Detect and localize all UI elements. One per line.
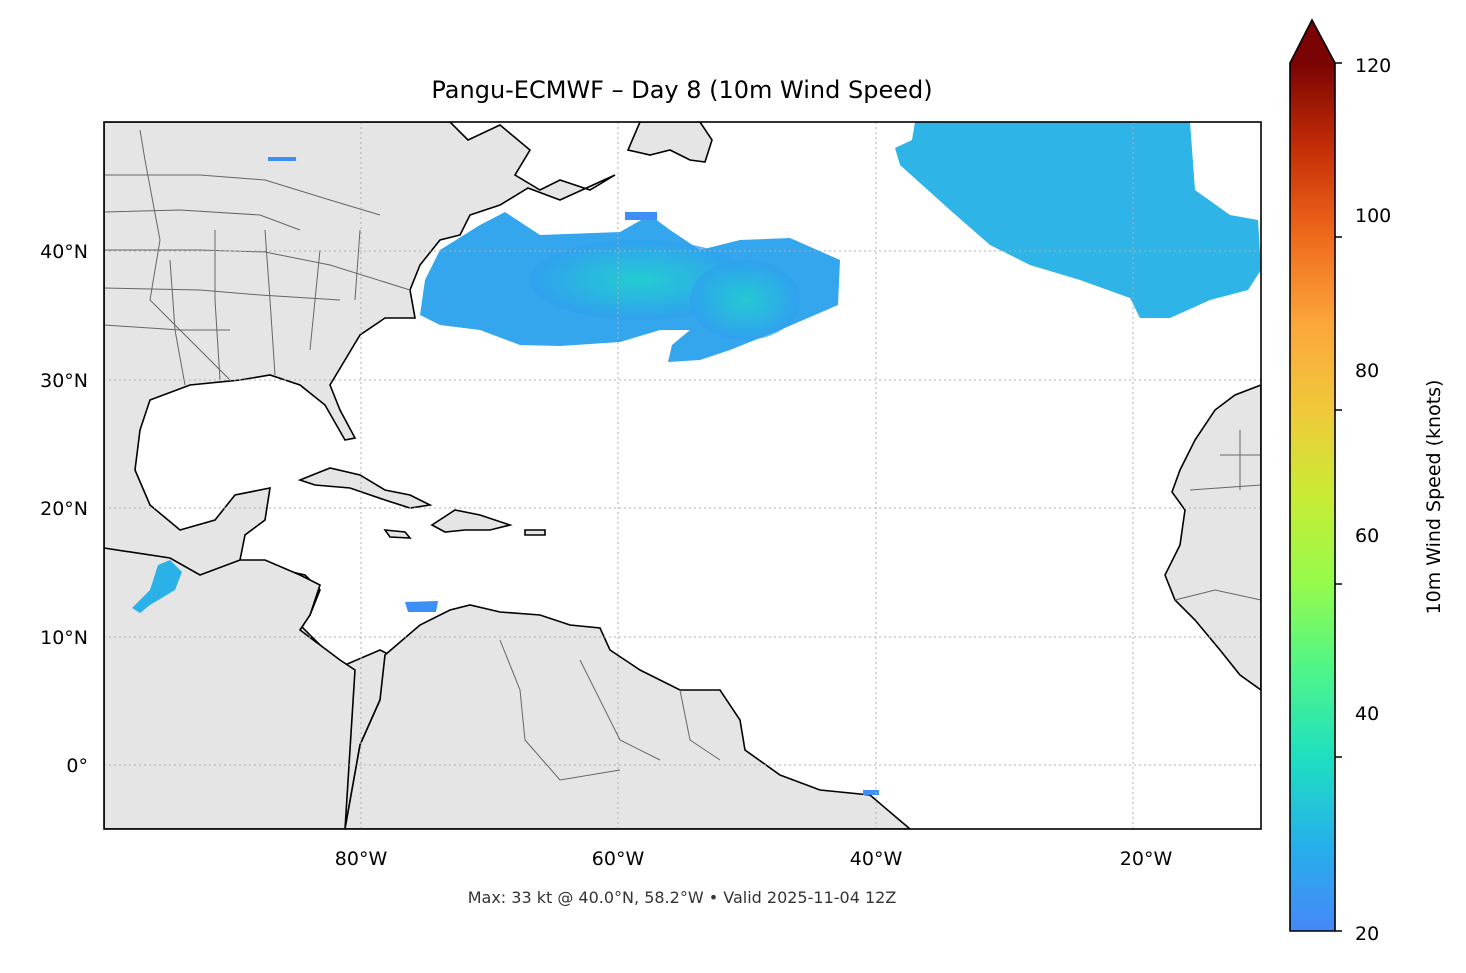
lon-label-40w: 40°W bbox=[850, 848, 903, 870]
colorbar-tick-80: 80 bbox=[1355, 360, 1379, 382]
colorbar-label: 10m Wind Speed (knots) bbox=[1423, 380, 1445, 615]
cuba-island bbox=[297, 467, 433, 509]
lon-label-80w: 80°W bbox=[335, 848, 388, 870]
colorbar: 20 40 60 80 100 120 10m Wind Speed (knot… bbox=[1289, 18, 1445, 945]
gulf-maine-speck bbox=[268, 157, 296, 161]
brazil-speck bbox=[863, 790, 879, 795]
colorbar-extend-arrow bbox=[1290, 20, 1335, 63]
colorbar-tick-20: 20 bbox=[1355, 923, 1379, 945]
lon-label-60w: 60°W bbox=[592, 848, 645, 870]
colorbar-tick-40: 40 bbox=[1355, 703, 1379, 725]
map-frame bbox=[103, 121, 1262, 830]
colorbar-tick-100: 100 bbox=[1355, 205, 1391, 227]
nova-scotia-speck bbox=[625, 212, 657, 220]
south-america-land bbox=[344, 604, 912, 829]
western-atlantic-swath-core-2 bbox=[690, 260, 800, 340]
jamaica-island bbox=[383, 529, 412, 539]
north-atlantic-east-swath bbox=[895, 122, 1261, 318]
hispaniola-island bbox=[430, 509, 513, 533]
puerto-rico-island bbox=[524, 529, 546, 536]
newfoundland-land bbox=[626, 122, 713, 163]
caribbean-small-swath bbox=[405, 601, 438, 612]
lat-label-40n: 40°N bbox=[40, 241, 88, 263]
africa-land bbox=[1164, 384, 1261, 691]
colorbar-tick-60: 60 bbox=[1355, 525, 1379, 547]
map-title: Pangu-ECMWF – Day 8 (10m Wind Speed) bbox=[431, 76, 932, 104]
footer-caption: Max: 33 kt @ 40.0°N, 58.2°W • Valid 2025… bbox=[468, 888, 897, 907]
lat-label-30n: 30°N bbox=[40, 370, 88, 392]
lat-label-20n: 20°N bbox=[40, 498, 88, 520]
central-america-land bbox=[104, 547, 356, 829]
colorbar-tick-120: 120 bbox=[1355, 55, 1391, 77]
colorbar-outline bbox=[1289, 18, 1336, 932]
eastern-pacific-swath bbox=[132, 560, 182, 613]
colorbar-gradient bbox=[1290, 63, 1335, 931]
map-area bbox=[104, 122, 1261, 829]
lon-label-20w: 20°W bbox=[1120, 848, 1173, 870]
lat-label-10n: 10°N bbox=[40, 627, 88, 649]
lat-label-0: 0° bbox=[66, 755, 88, 777]
political-borders bbox=[104, 129, 1261, 781]
